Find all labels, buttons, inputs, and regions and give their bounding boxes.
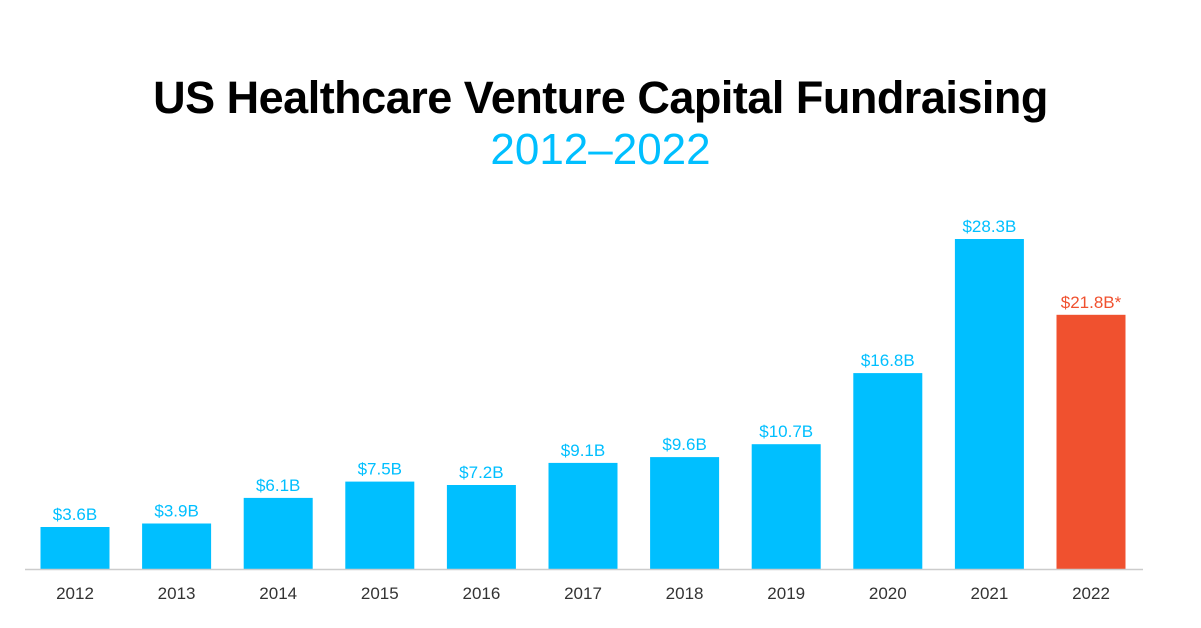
value-label-2012: $3.6B <box>53 505 97 524</box>
bar-2016 <box>446 485 516 569</box>
value-label-2013: $3.9B <box>154 502 198 521</box>
bar-2019 <box>751 444 821 569</box>
value-label-2022: $21.8B* <box>1061 293 1122 312</box>
bar-2017 <box>548 462 618 569</box>
x-tick-labels-group: 2012 2013 2014 2015 2016 2017 2018 2019 2020 2021… <box>56 584 1110 603</box>
chart-title: US Healthcare Venture Capital Fundraisin… <box>153 72 1048 123</box>
bar-2021 <box>954 239 1024 569</box>
chart-subtitle: 2012–2022 <box>490 125 711 174</box>
value-label-2017: $9.1B <box>561 441 605 460</box>
x-tick-label-2022: 2022 <box>1072 584 1110 603</box>
x-tick-label-2021: 2021 <box>970 584 1008 603</box>
bar-2018 <box>650 457 720 569</box>
value-label-2014: $6.1B <box>256 476 300 495</box>
x-tick-label-2016: 2016 <box>462 584 500 603</box>
bar-2022 <box>1056 314 1126 569</box>
bar-2015 <box>345 481 415 570</box>
bar-2020 <box>853 373 923 569</box>
value-label-2018: $9.6B <box>662 435 706 454</box>
bar-2013 <box>142 523 212 569</box>
value-label-2020: $16.8B <box>861 351 915 370</box>
bar-2012 <box>40 527 110 569</box>
bar-2014 <box>243 497 313 569</box>
x-tick-label-2020: 2020 <box>869 584 907 603</box>
value-label-2019: $10.7B <box>759 422 813 441</box>
x-tick-label-2013: 2013 <box>158 584 196 603</box>
value-labels-group: $3.6B $3.9B $6.1B $7.5B $7.2B $9.1B $9.6B $10.7… <box>53 217 1122 524</box>
bars-group <box>40 239 1126 570</box>
value-label-2021: $28.3B <box>962 217 1016 236</box>
x-tick-label-2014: 2014 <box>259 584 297 603</box>
value-label-2016: $7.2B <box>459 463 503 482</box>
x-tick-label-2012: 2012 <box>56 584 94 603</box>
x-tick-label-2018: 2018 <box>666 584 704 603</box>
x-tick-label-2019: 2019 <box>767 584 805 603</box>
x-tick-label-2015: 2015 <box>361 584 399 603</box>
value-label-2015: $7.5B <box>358 460 402 479</box>
x-tick-label-2017: 2017 <box>564 584 602 603</box>
